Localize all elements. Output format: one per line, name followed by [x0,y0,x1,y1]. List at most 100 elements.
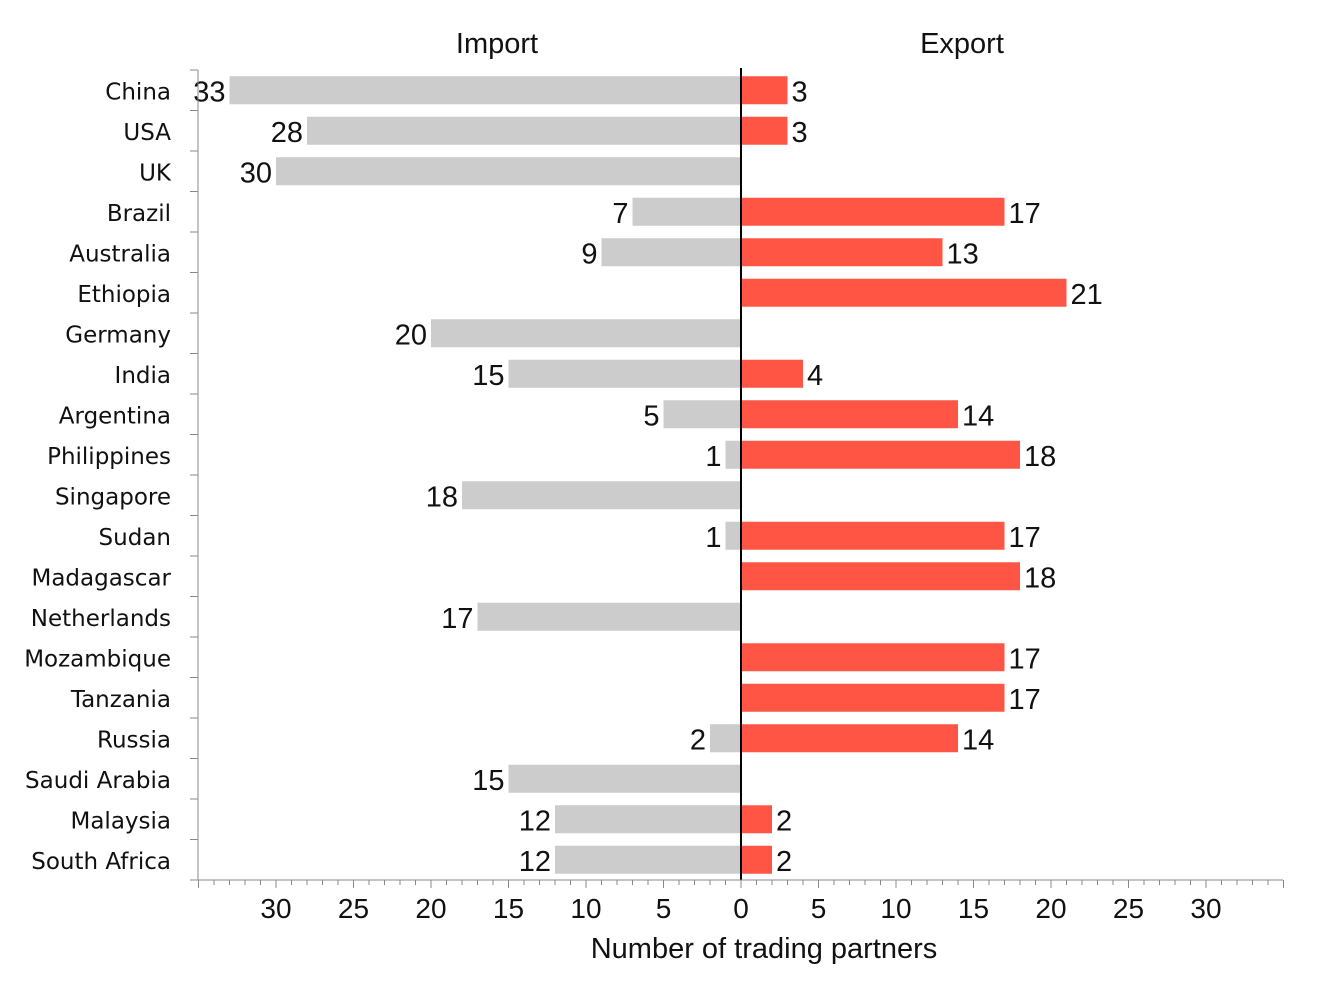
category-label-philippines: Philippines [47,444,171,470]
import-bar-australia [601,238,741,267]
category-label-singapore: Singapore [55,484,171,510]
import-value-germany: 20 [395,319,427,351]
export-value-usa: 3 [792,117,808,149]
x-tick-label: 15 [958,893,989,924]
import-value-philippines: 1 [705,441,721,473]
import-bar-usa [307,116,741,145]
x-tick-label: 10 [880,893,911,924]
export-value-china: 3 [792,76,808,108]
x-tick-label: 0 [733,893,749,924]
import-value-saudi-arabia: 15 [472,765,504,797]
import-value-south-africa: 12 [519,846,551,878]
bars-layer [229,76,1067,874]
export-value-india: 4 [807,360,823,392]
export-value-australia: 13 [947,238,979,270]
import-value-argentina: 5 [643,400,659,432]
import-value-uk: 30 [240,157,272,189]
x-tick-label: 15 [493,893,524,924]
export-value-south-africa: 2 [776,846,792,878]
import-bar-china [229,76,741,105]
import-bar-philippines [725,440,741,469]
x-tick-label: 5 [656,893,672,924]
import-bar-russia [710,724,741,753]
import-bar-germany [431,319,741,348]
category-label-madagascar: Madagascar [31,565,171,591]
import-bar-malaysia [555,805,741,834]
export-bar-argentina [741,400,958,429]
x-tick-label: 10 [570,893,601,924]
import-bar-singapore [462,481,741,510]
export-bar-sudan [741,521,1005,550]
import-value-netherlands: 17 [441,603,473,635]
export-bar-russia [741,724,958,753]
category-label-south-africa: South Africa [31,849,171,875]
category-label-netherlands: Netherlands [31,606,171,632]
x-tick-label: 25 [338,893,369,924]
axes-layer [190,68,1284,888]
import-value-china: 33 [193,76,225,108]
import-bar-south-africa [555,845,741,874]
import-value-brazil: 7 [612,198,628,230]
import-value-singapore: 18 [426,481,458,513]
category-label-sudan: Sudan [99,525,171,551]
export-bar-mozambique [741,643,1005,672]
export-value-brazil: 17 [1009,198,1041,230]
import-value-russia: 2 [690,724,706,756]
import-value-usa: 28 [271,117,303,149]
export-bar-ethiopia [741,278,1067,307]
category-label-uk: UK [139,160,172,186]
x-tick-label: 25 [1113,893,1144,924]
import-bar-sudan [725,521,741,550]
category-label-saudi-arabia: Saudi Arabia [25,768,171,794]
export-value-sudan: 17 [1009,522,1041,554]
category-label-russia: Russia [97,727,171,753]
export-value-russia: 14 [962,724,994,756]
x-tick-label: 30 [260,893,291,924]
export-value-madagascar: 18 [1024,562,1056,594]
export-bar-tanzania [741,683,1005,712]
tick-labels: 30 25 20 15 10 5 0 5 10 15 20 25 30 [260,893,1221,924]
export-header: Export [920,28,1004,60]
export-bar-usa [741,116,788,145]
x-tick-label: 20 [1035,893,1066,924]
export-value-mozambique: 17 [1009,643,1041,675]
category-label-argentina: Argentina [59,403,171,429]
export-value-ethiopia: 21 [1071,279,1103,311]
category-label-brazil: Brazil [107,201,171,227]
import-bar-argentina [663,400,741,429]
import-value-sudan: 1 [705,522,721,554]
export-value-philippines: 18 [1024,441,1056,473]
export-bar-india [741,359,803,388]
export-bar-australia [741,238,943,267]
category-label-ethiopia: Ethiopia [77,282,171,308]
export-value-tanzania: 17 [1009,684,1041,716]
import-value-india: 15 [472,360,504,392]
import-bar-saudi-arabia [508,764,741,793]
category-label-usa: USA [123,120,171,146]
category-labels: China USA UK Brazil Australia Ethiopia Germany… [24,79,172,875]
import-bar-uk [276,157,741,186]
export-bar-china [741,76,788,105]
export-value-argentina: 14 [962,400,994,432]
import-value-australia: 9 [581,238,597,270]
x-axis-title: Number of trading partners [591,933,938,965]
category-label-india: India [115,363,171,389]
export-value-malaysia: 2 [776,805,792,837]
import-header: Import [456,28,538,60]
export-bar-south-africa [741,845,772,874]
import-bar-india [508,359,741,388]
x-tick-label: 5 [811,893,827,924]
import-bar-netherlands [477,602,741,631]
category-label-tanzania: Tanzania [70,687,171,713]
x-tick-label: 20 [415,893,446,924]
import-value-malaysia: 12 [519,805,551,837]
export-bar-malaysia [741,805,772,834]
category-label-malaysia: Malaysia [70,808,171,834]
import-bar-brazil [632,197,741,226]
x-tick-label: 30 [1190,893,1221,924]
category-label-germany: Germany [65,322,171,348]
export-bar-brazil [741,197,1005,226]
category-label-mozambique: Mozambique [24,646,171,672]
category-label-china: China [105,79,171,105]
